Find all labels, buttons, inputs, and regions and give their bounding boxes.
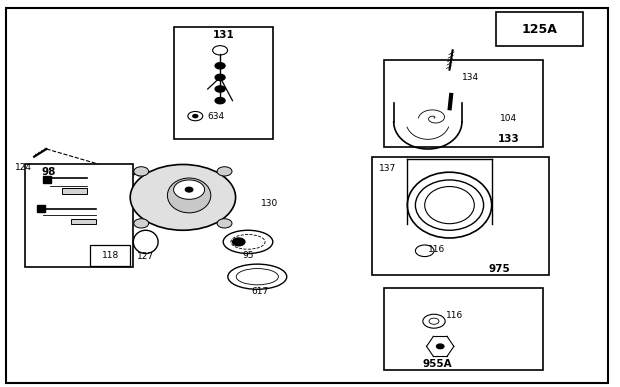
- Bar: [174, 27, 273, 139]
- Text: 617: 617: [252, 287, 269, 296]
- Circle shape: [130, 164, 236, 230]
- Text: 125A: 125A: [521, 22, 557, 36]
- Text: 127: 127: [137, 252, 154, 261]
- Bar: [62, 188, 87, 194]
- Circle shape: [232, 238, 245, 246]
- Text: 131: 131: [212, 30, 234, 40]
- Bar: [384, 288, 542, 370]
- Circle shape: [217, 167, 232, 176]
- Text: 955A: 955A: [422, 359, 452, 369]
- Text: 634: 634: [208, 111, 225, 121]
- Text: 104: 104: [500, 113, 517, 123]
- Bar: [71, 219, 96, 224]
- Circle shape: [415, 245, 434, 257]
- Circle shape: [193, 115, 198, 118]
- Text: 95: 95: [242, 251, 254, 260]
- Circle shape: [215, 86, 225, 92]
- Text: 118: 118: [102, 251, 119, 260]
- Text: 134: 134: [462, 73, 479, 82]
- Circle shape: [429, 318, 439, 324]
- Circle shape: [134, 219, 149, 228]
- Ellipse shape: [236, 269, 278, 285]
- Bar: [90, 245, 130, 266]
- Circle shape: [217, 219, 232, 228]
- Text: 98: 98: [41, 167, 56, 177]
- Circle shape: [436, 344, 444, 349]
- Circle shape: [185, 187, 193, 192]
- Bar: [105, 70, 335, 310]
- Text: ReplacementParts.com: ReplacementParts.com: [237, 187, 383, 200]
- Ellipse shape: [228, 264, 286, 289]
- Bar: [43, 176, 51, 183]
- Circle shape: [215, 98, 225, 104]
- Bar: [384, 60, 542, 147]
- Circle shape: [215, 74, 225, 80]
- Text: 137: 137: [379, 164, 396, 173]
- Ellipse shape: [167, 178, 211, 213]
- Text: 116: 116: [446, 311, 464, 320]
- Text: 133: 133: [497, 134, 520, 144]
- Bar: [25, 164, 133, 267]
- Ellipse shape: [223, 230, 273, 253]
- Text: 975: 975: [488, 264, 510, 274]
- Circle shape: [134, 167, 149, 176]
- Text: 124: 124: [15, 163, 32, 172]
- Ellipse shape: [133, 230, 158, 253]
- Circle shape: [215, 63, 225, 69]
- Bar: [372, 157, 549, 275]
- Text: 116: 116: [428, 245, 445, 254]
- Bar: [496, 12, 583, 46]
- Bar: [37, 205, 45, 212]
- Circle shape: [423, 314, 445, 328]
- Bar: [341, 46, 546, 163]
- Text: 130: 130: [261, 199, 278, 208]
- Bar: [25, 164, 133, 267]
- Ellipse shape: [231, 235, 265, 249]
- Circle shape: [174, 180, 205, 199]
